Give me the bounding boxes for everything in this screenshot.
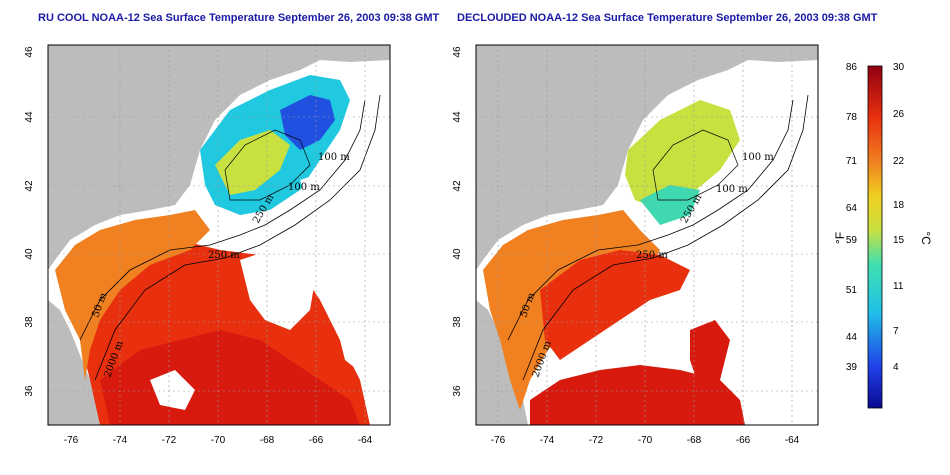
left-x-tick: -68 — [260, 435, 275, 446]
right-contour-label-250-b: 250 m — [636, 250, 668, 261]
right-sst-red-patch — [690, 320, 730, 390]
left-land — [48, 45, 390, 270]
left-x-tick: -76 — [64, 435, 79, 446]
left-clouds-1 — [240, 250, 315, 330]
right-y-tick: 38 — [452, 316, 463, 328]
right-sst-warm — [540, 250, 690, 360]
right-x-tick: -66 — [736, 435, 751, 446]
left-sst-blue — [280, 95, 335, 150]
colorbar-celsius-unit: °C — [919, 231, 933, 245]
colorbar: 86 78 71 64 59 51 44 39 30 26 22 18 15 1… — [833, 62, 933, 409]
left-panel-title: RU COOL NOAA-12 Sea Surface Temperature … — [38, 12, 440, 24]
left-y-tick: 44 — [24, 111, 35, 123]
right-x-tick: -74 — [540, 435, 555, 446]
left-sst-yellow — [215, 130, 290, 195]
left-x-tick: -70 — [211, 435, 226, 446]
right-y-tick: 40 — [452, 248, 463, 260]
left-x-tick: -74 — [113, 435, 128, 446]
left-contour-label-100-a: 100 m — [318, 152, 350, 163]
right-sst-red-south — [530, 365, 745, 425]
colorbar-f-label: 51 — [846, 285, 858, 296]
colorbar-f-label: 86 — [846, 62, 858, 73]
right-x-tick: -64 — [785, 435, 800, 446]
left-clouds-2 — [300, 170, 390, 270]
colorbar-f-label: 44 — [846, 332, 858, 343]
right-sst-cyan — [640, 185, 700, 225]
left-clouds-4 — [150, 370, 195, 410]
colorbar-c-label: 15 — [893, 235, 905, 246]
colorbar-f-label: 39 — [846, 362, 858, 373]
colorbar-fahrenheit-labels: 86 78 71 64 59 51 44 39 — [846, 62, 858, 373]
colorbar-c-label: 26 — [893, 109, 905, 120]
left-contour-gom — [224, 129, 311, 201]
left-x-axis: -76 -74 -72 -70 -68 -66 -64 — [64, 435, 373, 446]
colorbar-c-label: 4 — [893, 362, 899, 373]
right-x-axis: -76 -74 -72 -70 -68 -66 -64 — [491, 435, 800, 446]
colorbar-f-label: 78 — [846, 112, 858, 123]
left-sst-orange — [55, 210, 210, 380]
colorbar-c-label: 18 — [893, 200, 905, 211]
colorbar-c-label: 30 — [893, 62, 905, 73]
left-clouds-3 — [330, 290, 390, 380]
left-y-tick: 42 — [24, 180, 35, 192]
left-map-frame — [47, 44, 391, 426]
colorbar-c-label: 11 — [893, 281, 904, 292]
left-y-axis: 46 44 42 40 38 36 — [24, 46, 35, 397]
right-x-tick: -76 — [491, 435, 506, 446]
left-x-tick: -66 — [309, 435, 324, 446]
left-grid — [48, 45, 390, 425]
left-contour-shelf — [79, 99, 366, 341]
right-contour-shelf — [507, 99, 794, 341]
right-contour-label-100-b: 100 m — [716, 184, 748, 195]
left-y-tick: 36 — [24, 385, 35, 397]
right-land — [476, 45, 818, 270]
left-map-panel: 100 m 100 m 250 m 250 m 50 m 2000 m 46 4… — [24, 44, 391, 446]
right-panel-title: DECLOUDED NOAA-12 Sea Surface Temperatur… — [457, 12, 878, 24]
left-contour-label-100-b: 100 m — [288, 182, 320, 193]
right-y-axis: 46 44 42 40 38 36 — [452, 46, 463, 397]
right-contour-deep — [522, 94, 809, 381]
colorbar-c-label: 7 — [893, 326, 899, 337]
right-y-tick: 36 — [452, 385, 463, 397]
right-contour-gom — [652, 129, 739, 201]
right-map-panel: 100 m 100 m 250 m 250 m 50 m 2000 m 46 4… — [452, 44, 819, 446]
colorbar-f-label: 71 — [846, 156, 858, 167]
right-x-tick: -68 — [687, 435, 702, 446]
colorbar-f-label: 64 — [846, 203, 858, 214]
colorbar-gradient — [867, 65, 883, 409]
right-x-tick: -72 — [589, 435, 604, 446]
left-land-south — [48, 300, 100, 425]
left-x-tick: -72 — [162, 435, 177, 446]
left-y-tick: 46 — [24, 46, 35, 58]
right-x-tick: -70 — [638, 435, 653, 446]
right-y-tick: 46 — [452, 46, 463, 58]
colorbar-fahrenheit-unit: °F — [833, 232, 847, 244]
left-x-tick: -64 — [358, 435, 373, 446]
left-y-tick: 40 — [24, 248, 35, 260]
left-contour-label-250-b: 250 m — [208, 250, 240, 261]
right-contour-label-100-a: 100 m — [742, 152, 774, 163]
left-y-tick: 38 — [24, 316, 35, 328]
right-map-frame — [475, 44, 819, 426]
right-grid — [476, 45, 818, 425]
colorbar-f-label: 59 — [846, 235, 858, 246]
colorbar-c-label: 22 — [893, 156, 905, 167]
colorbar-celsius-labels: 30 26 22 18 15 11 7 4 — [893, 62, 905, 373]
right-y-tick: 42 — [452, 180, 463, 192]
right-sst-cool — [625, 100, 740, 210]
right-y-tick: 44 — [452, 111, 463, 123]
